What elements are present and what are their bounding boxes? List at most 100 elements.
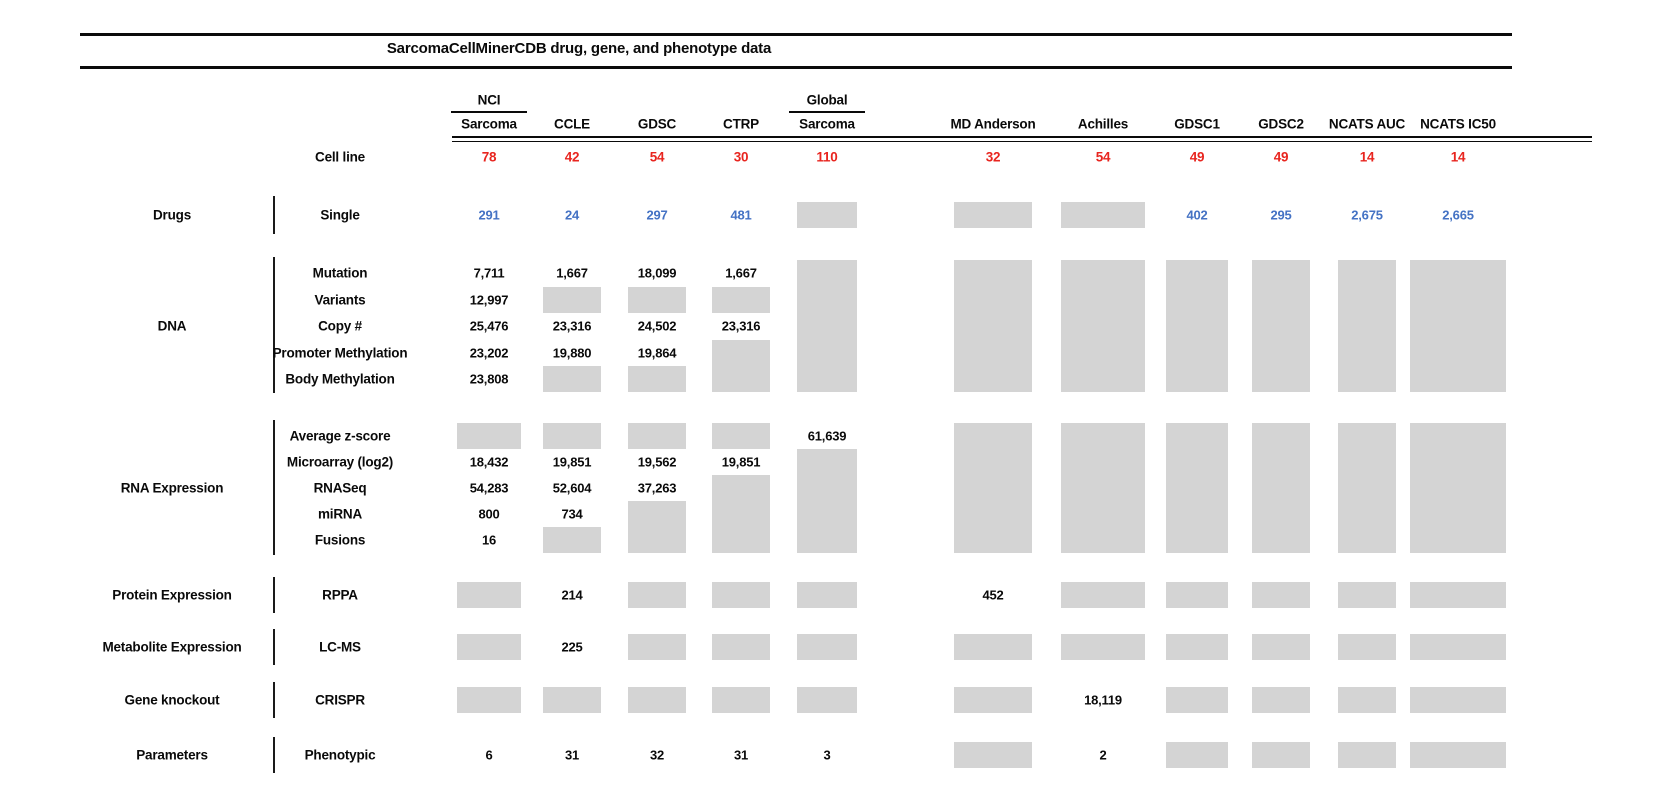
missing-data-box [1252,260,1310,392]
cell-line-count-global-sarcoma: 110 [816,149,838,165]
value-cell: 19,864 [637,345,677,360]
missing-data-box [954,742,1032,768]
value-cell: 800 [478,506,500,522]
value-cell: 52,604 [552,480,592,496]
missing-data-box [628,501,686,553]
missing-data-box [628,366,686,392]
missing-data-box [1061,423,1145,553]
missing-data-box [1252,687,1310,713]
row-label-body-methylation: Body Methylation [285,371,395,387]
value-cell: 3 [823,747,831,763]
missing-data-box [628,634,686,660]
value-cell: 452 [982,587,1004,603]
value-cell: 31 [564,747,580,763]
value-cell: 214 [561,587,583,603]
col-header-top-global-sarcoma: Global [806,92,848,108]
missing-data-box [543,423,601,449]
value-cell: 23,316 [552,318,592,334]
value-cell: 291 [478,207,500,223]
col-header-md-anderson: MD Anderson [950,116,1036,132]
missing-data-box [797,202,857,228]
missing-data-box [628,582,686,608]
category-separator-bar [273,737,275,773]
missing-data-box [1338,742,1396,768]
missing-data-box [954,634,1032,660]
value-cell: 18,099 [637,265,677,281]
missing-data-box [1061,260,1145,392]
value-cell: 24,502 [637,318,677,334]
value-cell: 12,997 [469,292,509,307]
row-label-crispr: CRISPR [315,692,365,708]
missing-data-box [954,202,1032,228]
value-cell: 2,665 [1442,207,1474,223]
nci-sarcoma-underline [451,111,527,113]
value-cell: 23,316 [721,318,761,334]
col-header-top-nci-sarcoma: NCI [477,92,501,108]
cell-line-count-ctrp: 30 [733,149,749,165]
value-cell: 2,675 [1351,207,1383,223]
cell-line-count-gdsc: 54 [649,149,665,165]
value-cell: 61,639 [807,428,847,444]
value-cell: 481 [730,207,752,223]
col-header-gdsc: GDSC [637,116,677,132]
title-rule-bottom [80,66,1512,69]
value-cell: 297 [646,207,668,223]
category-label-metabolite-expression: Metabolite Expression [102,639,242,655]
missing-data-box [712,339,770,392]
missing-data-box [712,687,770,713]
missing-data-box [543,366,601,392]
cell-line-count-gdsc1: 49 [1189,149,1205,165]
value-cell: 6 [485,747,493,763]
missing-data-box [1338,423,1396,553]
row-label-rnaseq: RNASeq [313,480,367,496]
category-separator-bar [273,682,275,718]
missing-data-box [1410,582,1506,608]
missing-data-box [712,286,770,313]
missing-data-box [1252,423,1310,553]
value-cell: 2 [1099,747,1107,763]
missing-data-box [797,687,857,713]
missing-data-box [1252,582,1310,608]
missing-data-box [457,582,521,608]
row-label-fusions: Fusions [314,532,366,548]
row-label-promoter-methylation: Promoter Methylation [272,345,408,360]
col-header-ctrp: CTRP [723,116,759,132]
missing-data-box [1338,260,1396,392]
col-header-nci-sarcoma: Sarcoma [461,116,517,132]
row-label-lc-ms: LC-MS [319,639,361,655]
figure-title: SarcomaCellMinerCDB drug, gene, and phen… [386,40,772,57]
missing-data-box [954,687,1032,713]
value-cell: 24 [564,207,580,223]
missing-data-box [457,634,521,660]
title-rule-top [80,33,1512,36]
missing-data-box [712,475,770,553]
missing-data-box [1410,423,1506,553]
missing-data-box [1061,202,1145,228]
missing-data-box [954,260,1032,392]
category-separator-bar [273,577,275,613]
value-cell: 18,119 [1084,692,1122,708]
missing-data-box [628,286,686,313]
value-cell: 1,667 [725,265,757,281]
value-cell: 16 [481,532,497,548]
missing-data-box [1338,634,1396,660]
missing-data-box [797,260,857,392]
col-header-achilles: Achilles [1077,116,1129,132]
category-label-parameters: Parameters [136,747,208,763]
row-label-phenotypic: Phenotypic [304,747,376,763]
cell-line-count-gdsc2: 49 [1273,149,1289,165]
category-label-dna: DNA [157,318,187,334]
col-header-ccle: CCLE [554,116,590,132]
row-label-mutation: Mutation [312,265,368,281]
value-cell: 23,202 [469,345,509,360]
category-label-rna-expression: RNA Expression [120,480,224,496]
missing-data-box [1061,582,1145,608]
value-cell: 32 [649,747,665,763]
cell-line-count-ncats-auc: 14 [1359,149,1375,165]
col-header-ncats-ic50: NCATS IC50 [1420,116,1496,132]
value-cell: 31 [733,747,749,763]
value-cell: 7,711 [473,265,505,281]
row-label-average-z-score: Average z-score [289,428,391,444]
cell-line-count-nci-sarcoma: 78 [481,149,497,165]
missing-data-box [457,423,521,449]
